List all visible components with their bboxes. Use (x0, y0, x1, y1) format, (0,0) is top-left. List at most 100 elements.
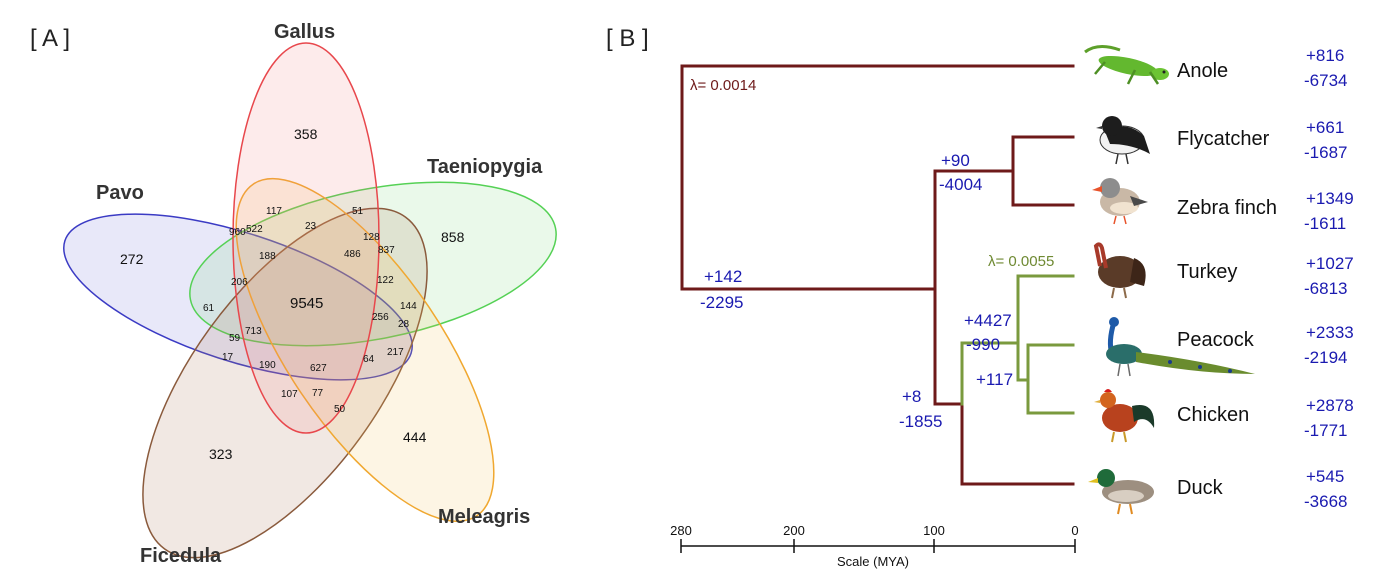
peacock-loss: -2194 (1304, 348, 1347, 367)
taxon-duck: Duck (1177, 477, 1224, 499)
branch-passerines (933, 135, 1075, 173)
turkey-gain: +1027 (1306, 254, 1354, 273)
branch-zebra-finch (1011, 169, 1075, 207)
branch-anole (680, 64, 1075, 291)
count-61: 61 (203, 303, 215, 314)
scale-label-0: 0 (1071, 523, 1078, 538)
gallus-ellipse (232, 42, 380, 434)
galliformes-lambda: λ= 0.0055 (988, 253, 1054, 270)
scale-title: Scale (MYA) (837, 554, 909, 569)
pavo-label: Pavo (96, 182, 144, 204)
time-scale (680, 539, 1076, 553)
flycatcher-bird-icon (1096, 116, 1150, 165)
count-taeniopygia-only: 858 (441, 229, 465, 245)
count-486: 486 (344, 249, 361, 260)
count-23: 23 (305, 221, 317, 232)
count-144: 144 (400, 301, 417, 312)
taxon-chicken: Chicken (1177, 404, 1249, 426)
taxon-flycatcher: Flycatcher (1177, 128, 1270, 150)
count-627: 627 (310, 363, 327, 374)
count-837: 837 (378, 245, 395, 256)
pavo-ellipse (63, 213, 413, 381)
neognath-gain: +8 (902, 387, 921, 406)
peacock-icon (1106, 317, 1255, 377)
taxon-anole: Anole (1177, 60, 1228, 82)
zebra-finch-icon (1092, 178, 1148, 225)
count-50: 50 (334, 404, 346, 415)
count-522: 522 (246, 224, 263, 235)
count-960: 960 (229, 227, 246, 238)
branch-galliformes (960, 341, 1020, 406)
zebra-finch-gain: +1349 (1306, 189, 1354, 208)
count-206: 206 (231, 277, 248, 288)
duck-icon (1088, 469, 1154, 515)
passerines-gain: +90 (941, 151, 970, 170)
taxon-turkey: Turkey (1177, 261, 1237, 283)
count-28: 28 (398, 319, 410, 330)
count-188: 188 (259, 251, 276, 262)
venn-counts: 358 858 272 444 323 9545 117 23 51 960 5… (120, 126, 465, 462)
scale-label-100: 100 (923, 523, 945, 538)
turkey-loss: -6813 (1304, 279, 1347, 298)
anole-lizard-icon (1084, 45, 1169, 85)
birds-loss: -2295 (700, 293, 743, 312)
scale-label-280: 280 (670, 523, 692, 538)
taxon-zebra-finch: Zebra finch (1177, 197, 1277, 219)
count-117: 117 (266, 206, 282, 217)
count-217: 217 (387, 347, 404, 358)
passerines-loss: -4004 (939, 175, 982, 194)
galliformes-gain: +4427 (964, 311, 1012, 330)
flycatcher-gain: +661 (1306, 118, 1344, 137)
ficedula-ellipse (142, 207, 428, 559)
count-59: 59 (229, 333, 241, 344)
panel-a-label: [ A ] (30, 25, 70, 52)
birds-gain: +142 (704, 267, 742, 286)
peacock-gain: +2333 (1306, 323, 1354, 342)
count-pavo-only: 272 (120, 251, 144, 267)
count-713: 713 (245, 326, 262, 337)
scale-label-200: 200 (783, 523, 805, 538)
tree-green-branches (960, 274, 1075, 415)
gain-loss-column: +816 -6734 +661 -1687 +1349 -1611 +1027 … (1304, 46, 1354, 511)
count-190: 190 (259, 360, 276, 371)
count-meleagris-only: 444 (403, 429, 427, 445)
taeniopygia-ellipse (189, 181, 557, 347)
count-gallus-only: 358 (294, 126, 318, 142)
ficedula-label: Ficedula (140, 545, 222, 567)
count-107: 107 (281, 389, 298, 400)
branch-neognath (933, 402, 1075, 486)
count-51: 51 (352, 206, 364, 217)
chicken-icon (1094, 389, 1155, 443)
gallus-label: Gallus (274, 21, 335, 43)
count-ficedula-only: 323 (209, 446, 233, 462)
count-core: 9545 (290, 295, 323, 312)
count-64: 64 (363, 354, 375, 365)
count-128: 128 (363, 232, 380, 243)
chicken-gain: +2878 (1306, 396, 1354, 415)
duck-gain: +545 (1306, 467, 1344, 486)
zebra-finch-loss: -1611 (1304, 214, 1346, 233)
panel-a: [ A ] Gallus Taeniopygia Pavo Meleagris … (30, 21, 557, 567)
count-122: 122 (377, 275, 394, 286)
turkey-icon (1093, 242, 1146, 299)
peacock-chicken-gain: +117 (976, 370, 1013, 389)
anole-loss: -6734 (1304, 71, 1347, 90)
meleagris-ellipse (235, 177, 495, 523)
anole-gain: +816 (1306, 46, 1344, 65)
count-256: 256 (372, 312, 389, 323)
count-77: 77 (312, 388, 324, 399)
taeniopygia-label: Taeniopygia (427, 156, 543, 178)
count-17: 17 (222, 352, 234, 363)
taxon-peacock: Peacock (1177, 329, 1255, 351)
flycatcher-loss: -1687 (1304, 143, 1347, 162)
neognath-loss: -1855 (899, 412, 942, 431)
galliformes-loss: -990 (966, 335, 1000, 354)
duck-loss: -3668 (1304, 492, 1347, 511)
panel-b: [ B ] λ= 0.0014 +142 -2295 +90 -4004 λ= … (606, 25, 1354, 569)
tree-red-branches (680, 64, 1075, 486)
chicken-loss: -1771 (1304, 421, 1347, 440)
root-lambda: λ= 0.0014 (690, 77, 756, 94)
meleagris-label: Meleagris (438, 506, 530, 528)
panel-b-label: [ B ] (606, 25, 649, 52)
